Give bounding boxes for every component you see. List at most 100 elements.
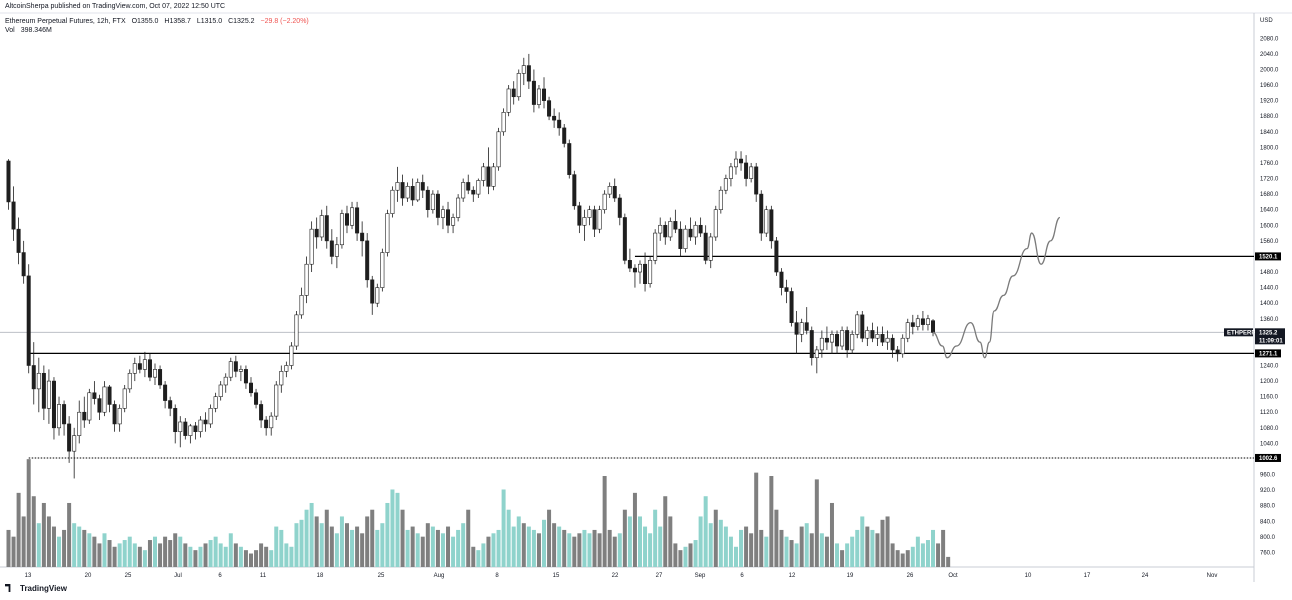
- candle: [920, 310, 925, 331]
- candle: [400, 174, 405, 206]
- candle-body: [72, 435, 77, 452]
- volume-bar: [466, 509, 471, 567]
- candle-body: [26, 275, 31, 366]
- volume-bar: [339, 516, 344, 567]
- candle: [774, 236, 779, 276]
- volume-bar: [355, 526, 360, 567]
- countdown-label: 11:09:01: [1259, 338, 1283, 344]
- candle: [627, 248, 632, 273]
- candle: [819, 330, 824, 358]
- candle: [486, 147, 491, 195]
- volume-bar: [102, 533, 107, 567]
- volume-bar: [36, 523, 41, 567]
- candle-body: [158, 369, 163, 386]
- volume-bar: [915, 536, 920, 567]
- candle-body: [415, 182, 420, 201]
- price-tick-label: 1160.0: [1260, 395, 1279, 401]
- candle-body: [931, 320, 936, 333]
- candle: [708, 233, 713, 269]
- candle-body: [107, 386, 112, 405]
- candle-body: [309, 228, 314, 265]
- volume-bar: [274, 526, 279, 567]
- time-tick-label: 27: [656, 573, 663, 579]
- volume-bar: [829, 502, 834, 567]
- candle-body: [41, 372, 46, 409]
- volume-bar: [890, 543, 895, 567]
- candle: [46, 369, 51, 424]
- candle: [248, 377, 253, 397]
- volume-bar: [910, 546, 915, 567]
- candle: [925, 314, 930, 331]
- symbol-tag-bg: [1224, 328, 1253, 337]
- candle-body: [885, 337, 890, 343]
- price-tick-label: 960.0: [1260, 473, 1276, 479]
- volume-bar: [122, 540, 127, 567]
- candle-body: [744, 162, 749, 179]
- candle-body: [627, 260, 632, 269]
- candle-body: [466, 182, 471, 191]
- candle: [16, 217, 21, 265]
- volume-bar: [380, 523, 385, 567]
- candle-body: [385, 213, 390, 253]
- candle: [895, 346, 900, 362]
- candle-body: [754, 166, 759, 195]
- candle-body: [915, 318, 920, 327]
- candle-body: [653, 232, 658, 261]
- volume-bar: [254, 550, 259, 567]
- candle-body: [31, 365, 36, 390]
- candle-body: [339, 213, 344, 246]
- volume-bar: [552, 523, 557, 567]
- candle: [865, 326, 870, 347]
- candle-body: [183, 421, 188, 436]
- price-tick-label: 1880.0: [1260, 114, 1279, 120]
- candle: [683, 225, 688, 253]
- candle: [855, 310, 860, 339]
- price-tick-label: 1040.0: [1260, 441, 1279, 447]
- candle-body: [516, 73, 521, 98]
- candle: [6, 159, 11, 210]
- time-tick-label: Nov: [1207, 573, 1218, 579]
- candle: [779, 268, 784, 296]
- candle-body: [294, 314, 299, 347]
- candle: [521, 57, 526, 86]
- candle-body: [36, 372, 41, 390]
- candle: [168, 396, 173, 417]
- candle: [814, 346, 819, 374]
- price-tick-label: 1560.0: [1260, 239, 1279, 245]
- candle-body: [562, 127, 567, 144]
- candle: [875, 326, 880, 347]
- candle-body: [6, 160, 11, 203]
- volume-bar: [673, 543, 678, 567]
- candle: [597, 205, 602, 234]
- volume-legend: Vol 398.346M: [5, 27, 56, 34]
- volume-bar: [582, 529, 587, 567]
- candle-body: [824, 337, 829, 343]
- volume-bar: [496, 529, 501, 567]
- price-tick-label: 1720.0: [1260, 177, 1279, 183]
- candle: [688, 217, 693, 241]
- volume-bar: [936, 543, 941, 567]
- candle-body: [122, 388, 127, 409]
- candle-body: [314, 228, 319, 238]
- candle-body: [370, 279, 375, 304]
- volume-bar: [51, 526, 56, 567]
- level-tag-bg: [1255, 252, 1281, 261]
- candle: [132, 357, 137, 382]
- candle-body: [329, 240, 334, 257]
- candle-body: [476, 180, 481, 195]
- candle-body: [814, 349, 819, 359]
- candle-body: [835, 334, 840, 347]
- candle: [602, 190, 607, 214]
- candle: [11, 186, 16, 241]
- time-tick-label: 22: [612, 573, 619, 579]
- candle: [799, 318, 804, 343]
- candle-body: [279, 371, 284, 386]
- candle-body: [809, 330, 814, 359]
- volume-bar: [703, 496, 708, 567]
- candle-body: [218, 384, 223, 397]
- candle-body: [698, 224, 703, 234]
- volume-bar: [744, 526, 749, 567]
- candle: [107, 384, 112, 413]
- volume-bar: [501, 489, 506, 567]
